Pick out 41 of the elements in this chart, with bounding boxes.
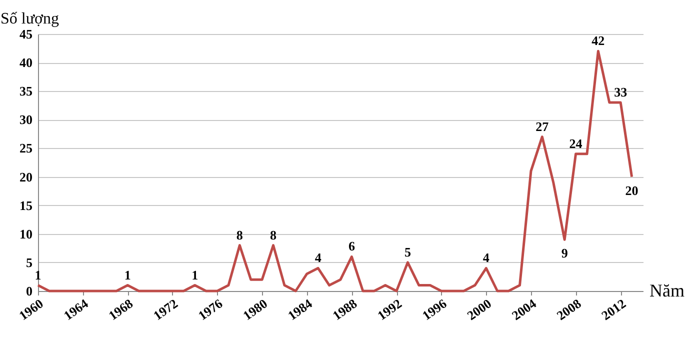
data-label: 1 xyxy=(192,267,198,282)
data-label: 1 xyxy=(124,267,131,282)
data-label: 20 xyxy=(625,182,638,198)
y-tick-label: 45 xyxy=(20,26,33,42)
y-tick-label: 0 xyxy=(26,284,32,298)
x-tick-label: 2008 xyxy=(554,296,584,324)
data-label: 5 xyxy=(404,244,412,260)
y-tick-label: 25 xyxy=(20,140,33,156)
data-label: 8 xyxy=(270,227,278,242)
data-label: 27 xyxy=(536,118,550,134)
data-label: 42 xyxy=(592,33,605,48)
x-tick-label: 1964 xyxy=(60,296,92,324)
data-label: 1 xyxy=(34,267,42,282)
data-label: 4 xyxy=(482,250,490,266)
data-label: 24 xyxy=(569,136,583,151)
y-axis-title: Số lượng xyxy=(0,10,59,28)
y-tick-label: 40 xyxy=(20,55,32,70)
x-tick-label: 2012 xyxy=(598,296,629,324)
y-tick-label: 35 xyxy=(20,84,33,99)
x-tick-label: 1972 xyxy=(150,296,180,324)
data-label: 33 xyxy=(614,84,628,100)
y-tick-label: 10 xyxy=(20,226,32,242)
y-tick-label: 20 xyxy=(20,169,32,184)
x-tick-label: 1960 xyxy=(16,296,46,324)
y-tick-label: 5 xyxy=(26,254,33,270)
data-label: 6 xyxy=(348,238,356,254)
x-tick-label: 2000 xyxy=(464,296,494,324)
x-tick-label: 1968 xyxy=(106,296,136,324)
data-label: 4 xyxy=(314,250,322,266)
x-tick-label: 1992 xyxy=(374,296,404,324)
data-label: 9 xyxy=(561,246,568,261)
x-tick-label: 2004 xyxy=(509,296,540,324)
x-tick-label: 1996 xyxy=(419,296,450,324)
x-axis-title: Năm xyxy=(650,280,684,300)
y-tick-label: 30 xyxy=(20,112,32,128)
x-tick-label: 1980 xyxy=(240,296,270,324)
x-tick-label: 1976 xyxy=(195,296,226,324)
x-tick-label: 1984 xyxy=(284,296,316,324)
data-label: 8 xyxy=(236,227,244,242)
y-tick-label: 15 xyxy=(20,198,33,213)
x-tick-label: 1988 xyxy=(330,296,360,324)
